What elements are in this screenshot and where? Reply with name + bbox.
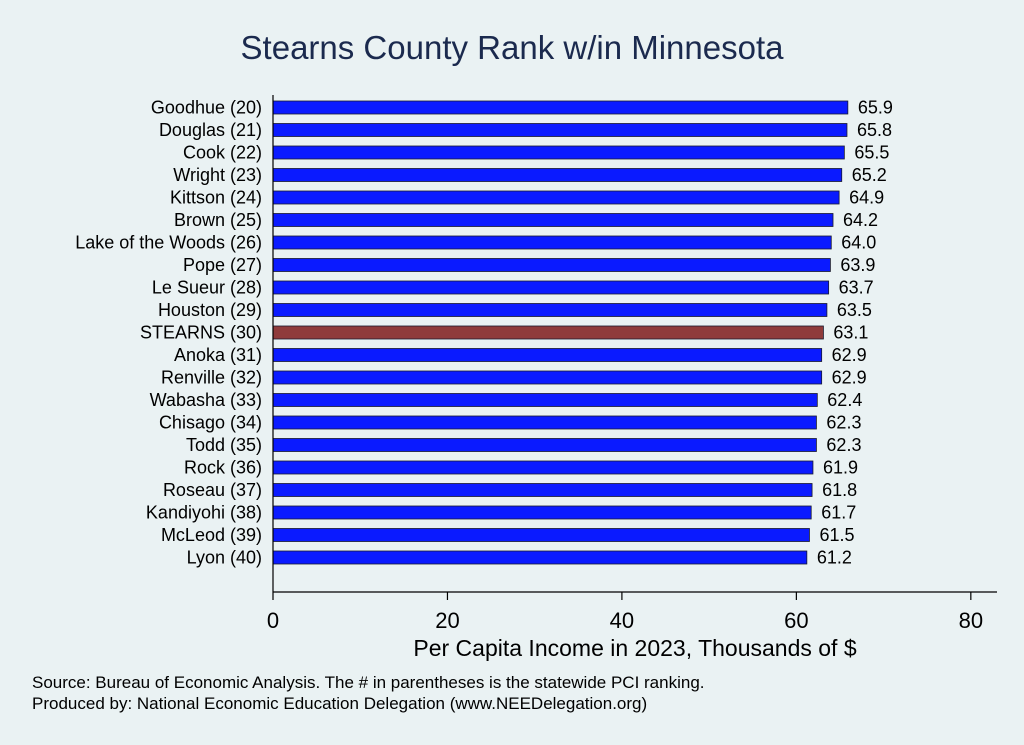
category-label: Chisago (34) [159, 413, 262, 433]
value-label: 61.9 [823, 458, 858, 478]
source-note: Source: Bureau of Economic Analysis. The… [32, 673, 705, 692]
value-label: 62.9 [832, 345, 867, 365]
category-label: Le Sueur (28) [152, 278, 262, 298]
x-tick-label: 60 [784, 608, 808, 633]
bar [272, 213, 834, 227]
value-label: 63.7 [839, 278, 874, 298]
category-label: Anoka (31) [174, 345, 262, 365]
category-label: Wright (23) [173, 165, 262, 185]
value-label: 64.9 [849, 188, 884, 208]
category-label: McLeod (39) [161, 525, 262, 545]
value-label: 62.3 [826, 413, 861, 433]
producer-note: Produced by: National Economic Education… [32, 694, 647, 713]
bar [272, 550, 808, 565]
category-label: Lake of the Woods (26) [75, 233, 262, 253]
x-tick-label: 0 [267, 608, 279, 633]
category-labels: Goodhue (20)Douglas (21) Cook (22)Wright … [75, 98, 262, 568]
value-label: 63.9 [840, 255, 875, 275]
bar [272, 190, 840, 205]
value-label: 62.4 [827, 390, 862, 410]
bar [272, 280, 830, 295]
bar [272, 258, 831, 272]
x-tick-label: 20 [435, 608, 459, 633]
value-label: 64.2 [843, 210, 878, 230]
category-label: Houston (29) [158, 300, 262, 320]
category-label: Pope (27) [183, 255, 262, 275]
bar [272, 145, 845, 160]
bar [272, 325, 824, 340]
bar [272, 100, 849, 115]
bar [272, 438, 817, 452]
category-label: STEARNS (30) [140, 323, 262, 343]
value-label: 61.5 [819, 525, 854, 545]
category-label: Cook (22) [183, 143, 262, 163]
value-label: 63.5 [837, 300, 872, 320]
value-labels: 65.965.8 65.565.2 64.964.2 64.063.9 63.763.5… [817, 98, 893, 568]
bar [272, 235, 832, 250]
category-label: Goodhue (20) [151, 98, 262, 118]
category-label: Kittson (24) [170, 188, 262, 208]
category-label: Rock (36) [184, 458, 262, 478]
category-label: Wabasha (33) [150, 390, 262, 410]
bar [272, 123, 848, 137]
bars-group [272, 100, 849, 565]
category-label: Todd (35) [186, 435, 262, 455]
category-label: Brown (25) [174, 210, 262, 230]
category-label: Douglas (21) [159, 120, 262, 140]
bar [272, 528, 810, 542]
bar [272, 483, 813, 497]
value-label: 64.0 [841, 233, 876, 253]
value-label: 65.9 [858, 98, 893, 118]
category-label: Lyon (40) [187, 548, 262, 568]
bar [272, 370, 823, 385]
value-label: 63.1 [833, 323, 868, 343]
x-ticks: 0 20 40 60 80 [267, 592, 983, 633]
value-label: 65.8 [857, 120, 892, 140]
bar [272, 348, 823, 362]
x-tick-label: 40 [610, 608, 634, 633]
bar [272, 505, 812, 520]
x-tick-label: 80 [959, 608, 983, 633]
category-label: Roseau (37) [163, 480, 262, 500]
value-label: 65.5 [854, 143, 889, 163]
bar [272, 415, 817, 430]
category-label: Kandiyohi (38) [146, 503, 262, 523]
bar [272, 393, 818, 407]
value-label: 61.8 [822, 480, 857, 500]
bar [272, 303, 828, 317]
chart-title: Stearns County Rank w/in Minnesota [241, 29, 785, 66]
value-label: 61.2 [817, 548, 852, 568]
bar [272, 460, 814, 475]
bar [272, 168, 843, 182]
value-label: 65.2 [852, 165, 887, 185]
value-label: 62.3 [826, 435, 861, 455]
category-label: Renville (32) [161, 368, 262, 388]
value-label: 61.7 [821, 503, 856, 523]
x-axis-label: Per Capita Income in 2023, Thousands of … [413, 635, 856, 661]
value-label: 62.9 [832, 368, 867, 388]
